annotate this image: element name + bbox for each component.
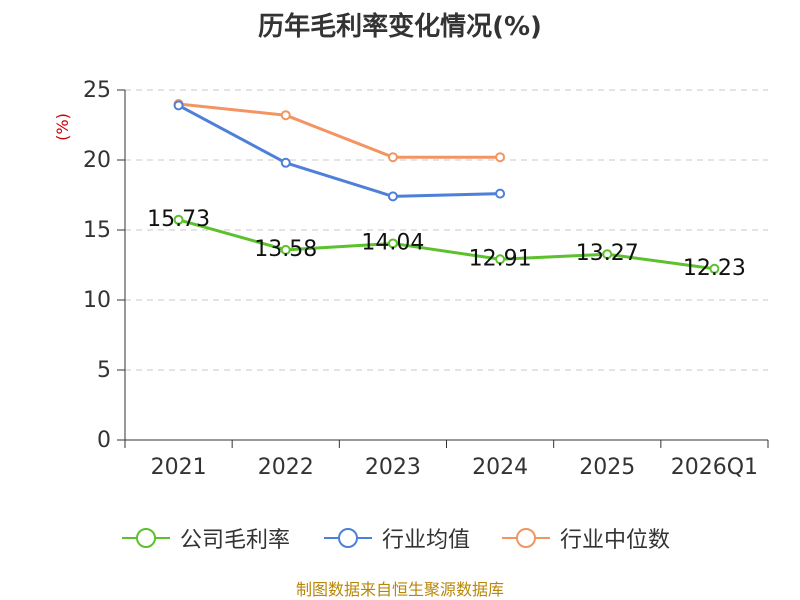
legend-item-industry-avg[interactable]: 行业均值 xyxy=(322,518,470,558)
legend-item-company[interactable]: 公司毛利率 xyxy=(120,518,290,558)
data-label: 14.04 xyxy=(361,230,424,255)
y-tick-label: 5 xyxy=(97,358,111,383)
legend-marker-industry-avg xyxy=(324,528,372,548)
series-line xyxy=(178,102,501,159)
data-point[interactable] xyxy=(173,214,184,225)
x-tick-label: 2026Q1 xyxy=(671,455,758,480)
x-tick-label: 2025 xyxy=(579,455,635,480)
legend-marker-industry-median xyxy=(502,528,550,548)
data-point[interactable] xyxy=(495,254,506,265)
data-point[interactable] xyxy=(173,100,184,111)
y-tick-label: 0 xyxy=(97,428,111,453)
data-label: 13.58 xyxy=(254,237,317,262)
legend-label-company: 公司毛利率 xyxy=(180,528,291,553)
data-point[interactable] xyxy=(387,152,398,163)
data-point[interactable] xyxy=(387,238,398,249)
data-source: 制图数据来自恒生聚源数据库 xyxy=(295,580,504,599)
legend-item-industry-median[interactable]: 行业中位数 xyxy=(500,518,670,558)
data-point[interactable] xyxy=(495,188,506,199)
legend-label-industry-median: 行业中位数 xyxy=(560,528,671,553)
data-label: 13.27 xyxy=(576,241,639,266)
x-tick-label: 2024 xyxy=(472,455,528,480)
data-label: 15.73 xyxy=(147,207,210,232)
data-label: 12.91 xyxy=(469,246,532,271)
legend-label-industry-avg: 行业均值 xyxy=(382,528,471,553)
data-label: 12.23 xyxy=(683,256,746,281)
y-axis-label: (%) xyxy=(53,113,72,141)
data-point[interactable] xyxy=(280,157,291,168)
chart-title: 历年毛利率变化情况(%) xyxy=(258,12,542,42)
data-point[interactable] xyxy=(602,249,613,260)
x-tick-label: 2021 xyxy=(151,455,207,480)
y-tick-label: 15 xyxy=(83,218,111,243)
series-line xyxy=(177,104,501,198)
data-point[interactable] xyxy=(709,263,720,274)
y-tick-label: 25 xyxy=(83,78,111,103)
legend: 公司毛利率 行业均值 行业中位数 xyxy=(0,518,800,558)
data-point[interactable] xyxy=(495,152,506,163)
x-tick-label: 2023 xyxy=(365,455,421,480)
data-point[interactable] xyxy=(387,191,398,202)
y-tick-label: 20 xyxy=(83,148,111,173)
series-line xyxy=(178,218,715,271)
y-tick-label: 10 xyxy=(83,288,111,313)
x-tick-label: 2022 xyxy=(258,455,314,480)
data-point[interactable] xyxy=(280,244,291,255)
legend-marker-company xyxy=(122,528,170,548)
data-point[interactable] xyxy=(280,110,291,121)
